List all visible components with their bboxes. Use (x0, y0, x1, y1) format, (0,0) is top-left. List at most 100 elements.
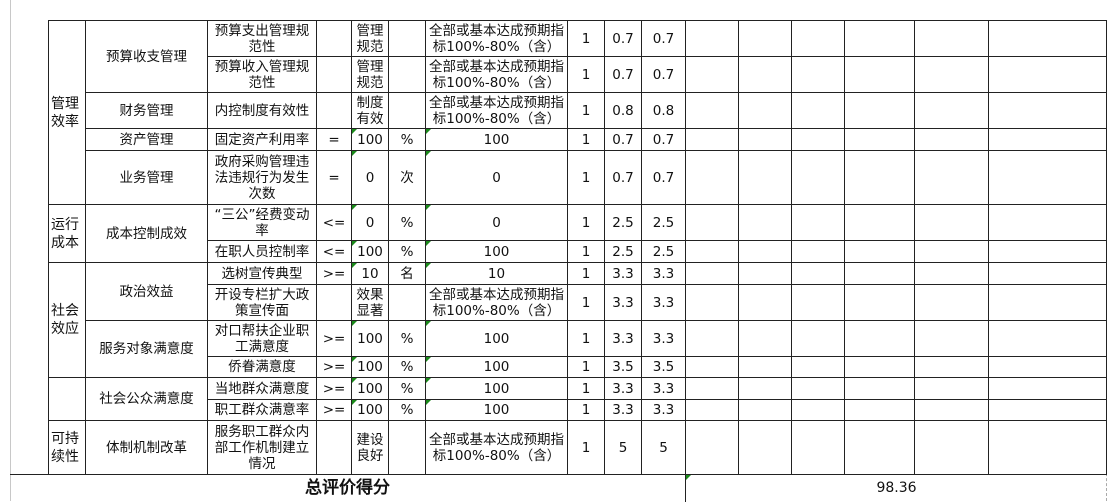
operator-cell[interactable]: <= (316, 204, 352, 241)
unit-cell[interactable]: % (388, 377, 426, 400)
score-b-cell[interactable]: 0.7 (641, 150, 686, 205)
target-cell[interactable]: 0 (351, 204, 389, 241)
score-b-cell[interactable]: 0.7 (641, 56, 686, 93)
empty-cell[interactable] (988, 150, 1107, 205)
weight-cell[interactable]: 1 (567, 92, 605, 129)
empty-cell[interactable] (791, 356, 845, 378)
score-b-cell[interactable]: 3.5 (641, 356, 686, 378)
indicator-cell[interactable]: 预算支出管理规范性 (207, 20, 317, 57)
operator-cell[interactable]: <= (316, 240, 352, 263)
empty-cell[interactable] (914, 56, 989, 93)
empty-cell[interactable] (988, 204, 1107, 241)
subcategory-cell[interactable]: 成本控制成效 (85, 204, 208, 263)
score-b-cell[interactable]: 0.8 (641, 92, 686, 129)
standard-cell[interactable]: 0 (425, 150, 568, 205)
indicator-cell[interactable]: 职工群众满意率 (207, 399, 317, 421)
weight-cell[interactable]: 1 (567, 204, 605, 241)
empty-cell[interactable] (988, 92, 1107, 129)
empty-cell[interactable] (685, 320, 739, 357)
empty-cell[interactable] (791, 20, 845, 57)
standard-cell[interactable]: 全部或基本达成预期指标100%-80%（含） (425, 20, 568, 57)
standard-cell[interactable]: 100 (425, 320, 568, 357)
standard-cell[interactable]: 10 (425, 262, 568, 285)
empty-cell[interactable] (685, 377, 739, 400)
subcategory-cell[interactable]: 体制机制改革 (85, 420, 208, 475)
empty-cell[interactable] (685, 92, 739, 129)
empty-cell[interactable] (988, 20, 1107, 57)
target-cell[interactable]: 0 (351, 150, 389, 205)
score-a-cell[interactable]: 3.5 (604, 356, 642, 378)
score-a-cell[interactable]: 3.3 (604, 377, 642, 400)
indicator-cell[interactable]: 侨眷满意度 (207, 356, 317, 378)
empty-cell[interactable] (685, 356, 739, 378)
operator-cell[interactable] (316, 20, 352, 57)
empty-cell[interactable] (914, 399, 989, 421)
category-cell[interactable] (48, 377, 86, 421)
score-b-cell[interactable]: 3.3 (641, 262, 686, 285)
empty-cell[interactable] (738, 92, 792, 129)
weight-cell[interactable]: 1 (567, 240, 605, 263)
empty-cell[interactable] (791, 420, 845, 475)
score-a-cell[interactable]: 0.8 (604, 92, 642, 129)
score-b-cell[interactable]: 3.3 (641, 320, 686, 357)
empty-cell[interactable] (914, 20, 989, 57)
empty-cell[interactable] (988, 56, 1107, 93)
score-b-cell[interactable]: 2.5 (641, 204, 686, 241)
weight-cell[interactable]: 1 (567, 377, 605, 400)
empty-cell[interactable] (738, 262, 792, 285)
empty-cell[interactable] (844, 320, 915, 357)
weight-cell[interactable]: 1 (567, 356, 605, 378)
indicator-cell[interactable]: 对口帮扶企业职工满意度 (207, 320, 317, 357)
empty-cell[interactable] (988, 128, 1107, 151)
unit-cell[interactable] (388, 56, 426, 93)
empty-cell[interactable] (844, 399, 915, 421)
score-b-cell[interactable]: 0.7 (641, 128, 686, 151)
unit-cell[interactable]: 名 (388, 262, 426, 285)
score-b-cell[interactable]: 0.7 (641, 20, 686, 57)
empty-cell[interactable] (914, 356, 989, 378)
score-a-cell[interactable]: 3.3 (604, 320, 642, 357)
empty-cell[interactable] (988, 320, 1107, 357)
target-cell[interactable]: 管理规范 (351, 56, 389, 93)
empty-cell[interactable] (685, 20, 739, 57)
weight-cell[interactable]: 1 (567, 20, 605, 57)
operator-cell[interactable] (316, 284, 352, 321)
empty-cell[interactable] (685, 240, 739, 263)
standard-cell[interactable]: 100 (425, 377, 568, 400)
indicator-cell[interactable]: 政府采购管理违法违规行为发生次数 (207, 150, 317, 205)
score-a-cell[interactable]: 2.5 (604, 204, 642, 241)
standard-cell[interactable]: 100 (425, 356, 568, 378)
score-a-cell[interactable]: 3.3 (604, 284, 642, 321)
target-cell[interactable]: 建设良好 (351, 420, 389, 475)
target-cell[interactable]: 效果显著 (351, 284, 389, 321)
unit-cell[interactable] (388, 20, 426, 57)
empty-cell[interactable] (685, 128, 739, 151)
empty-cell[interactable] (844, 92, 915, 129)
score-a-cell[interactable]: 3.3 (604, 399, 642, 421)
operator-cell[interactable]: = (316, 128, 352, 151)
score-a-cell[interactable]: 0.7 (604, 20, 642, 57)
empty-cell[interactable] (914, 92, 989, 129)
standard-cell[interactable]: 全部或基本达成预期指标100%-80%（含） (425, 56, 568, 93)
empty-cell[interactable] (844, 56, 915, 93)
unit-cell[interactable] (388, 92, 426, 129)
weight-cell[interactable]: 1 (567, 320, 605, 357)
operator-cell[interactable] (316, 56, 352, 93)
operator-cell[interactable] (316, 420, 352, 475)
indicator-cell[interactable]: 在职人员控制率 (207, 240, 317, 263)
empty-cell[interactable] (685, 204, 739, 241)
operator-cell[interactable]: >= (316, 399, 352, 421)
empty-cell[interactable] (914, 320, 989, 357)
empty-cell[interactable] (844, 420, 915, 475)
score-b-cell[interactable]: 3.3 (641, 399, 686, 421)
unit-cell[interactable] (388, 420, 426, 475)
empty-cell[interactable] (914, 128, 989, 151)
empty-cell[interactable] (738, 204, 792, 241)
score-b-cell[interactable]: 5 (641, 420, 686, 475)
weight-cell[interactable]: 1 (567, 399, 605, 421)
category-cell[interactable]: 社会效应 (48, 262, 86, 378)
score-b-cell[interactable]: 2.5 (641, 240, 686, 263)
empty-cell[interactable] (738, 356, 792, 378)
score-b-cell[interactable]: 3.3 (641, 377, 686, 400)
indicator-cell[interactable]: 开设专栏扩大政策宣传面 (207, 284, 317, 321)
